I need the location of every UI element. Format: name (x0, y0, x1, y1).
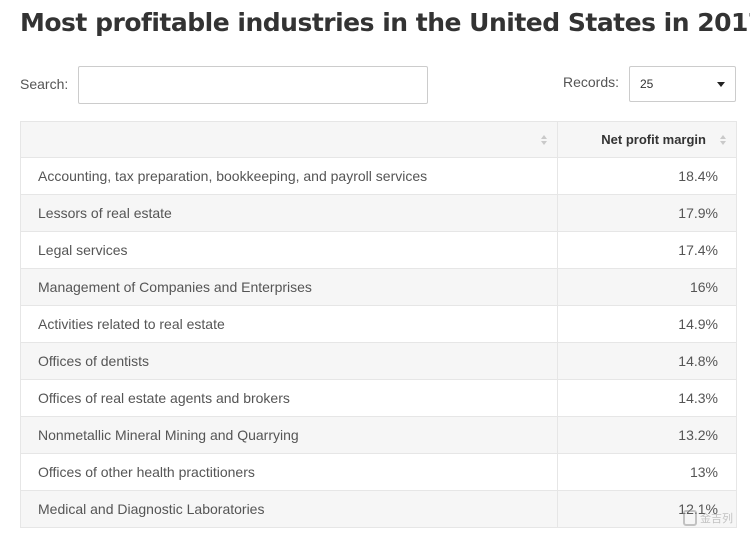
margin-cell: 14.3% (557, 379, 737, 417)
table-row: Accounting, tax preparation, bookkeeping… (20, 157, 737, 195)
industry-cell: Nonmetallic Mineral Mining and Quarrying (20, 416, 558, 454)
search-input[interactable] (78, 66, 428, 104)
table-header-row: Net profit margin (20, 121, 737, 158)
column-header-net-profit-margin[interactable]: Net profit margin (557, 121, 737, 158)
table-row: Offices of other health practitioners 13… (20, 453, 737, 491)
sort-icon (541, 134, 547, 145)
records-select[interactable]: 25 (629, 66, 736, 102)
page-title: Most profitable industries in the United… (20, 8, 750, 37)
watermark: 金吉列 (683, 510, 733, 526)
search-label: Search: (20, 76, 69, 92)
watermark-text: 金吉列 (700, 513, 733, 525)
table-row: Activities related to real estate 14.9% (20, 305, 737, 343)
industry-cell: Lessors of real estate (20, 194, 558, 232)
table-row: Offices of dentists 14.8% (20, 342, 737, 380)
margin-cell: 12.1% (557, 490, 737, 528)
industry-cell: Medical and Diagnostic Laboratories (20, 490, 558, 528)
table-row: Medical and Diagnostic Laboratories 12.1… (20, 490, 737, 528)
records-value: 25 (640, 77, 654, 91)
margin-cell: 17.4% (557, 231, 737, 269)
industry-cell: Legal services (20, 231, 558, 269)
table-row: Offices of real estate agents and broker… (20, 379, 737, 417)
margin-cell: 17.9% (557, 194, 737, 232)
records-label: Records: (563, 74, 620, 90)
margin-cell: 13.2% (557, 416, 737, 454)
column-header-industry[interactable] (20, 121, 558, 158)
table-row: Legal services 17.4% (20, 231, 737, 269)
margin-cell: 16% (557, 268, 737, 306)
margin-cell: 14.9% (557, 305, 737, 343)
industry-cell: Offices of other health practitioners (20, 453, 558, 491)
industry-cell: Management of Companies and Enterprises (20, 268, 558, 306)
table-row: Management of Companies and Enterprises … (20, 268, 737, 306)
industry-cell: Activities related to real estate (20, 305, 558, 343)
industry-cell: Offices of real estate agents and broker… (20, 379, 558, 417)
industry-cell: Offices of dentists (20, 342, 558, 380)
industry-cell: Accounting, tax preparation, bookkeeping… (20, 157, 558, 195)
margin-cell: 18.4% (557, 157, 737, 195)
sort-icon (720, 134, 726, 145)
watermark-logo-icon (683, 510, 697, 526)
margin-cell: 14.8% (557, 342, 737, 380)
column-header-net-profit-margin-label: Net profit margin (601, 132, 706, 147)
data-table: Net profit margin Accounting, tax prepar… (20, 121, 737, 528)
table-row: Nonmetallic Mineral Mining and Quarrying… (20, 416, 737, 454)
margin-cell: 13% (557, 453, 737, 491)
chevron-down-icon (717, 81, 725, 87)
table-row: Lessors of real estate 17.9% (20, 194, 737, 232)
